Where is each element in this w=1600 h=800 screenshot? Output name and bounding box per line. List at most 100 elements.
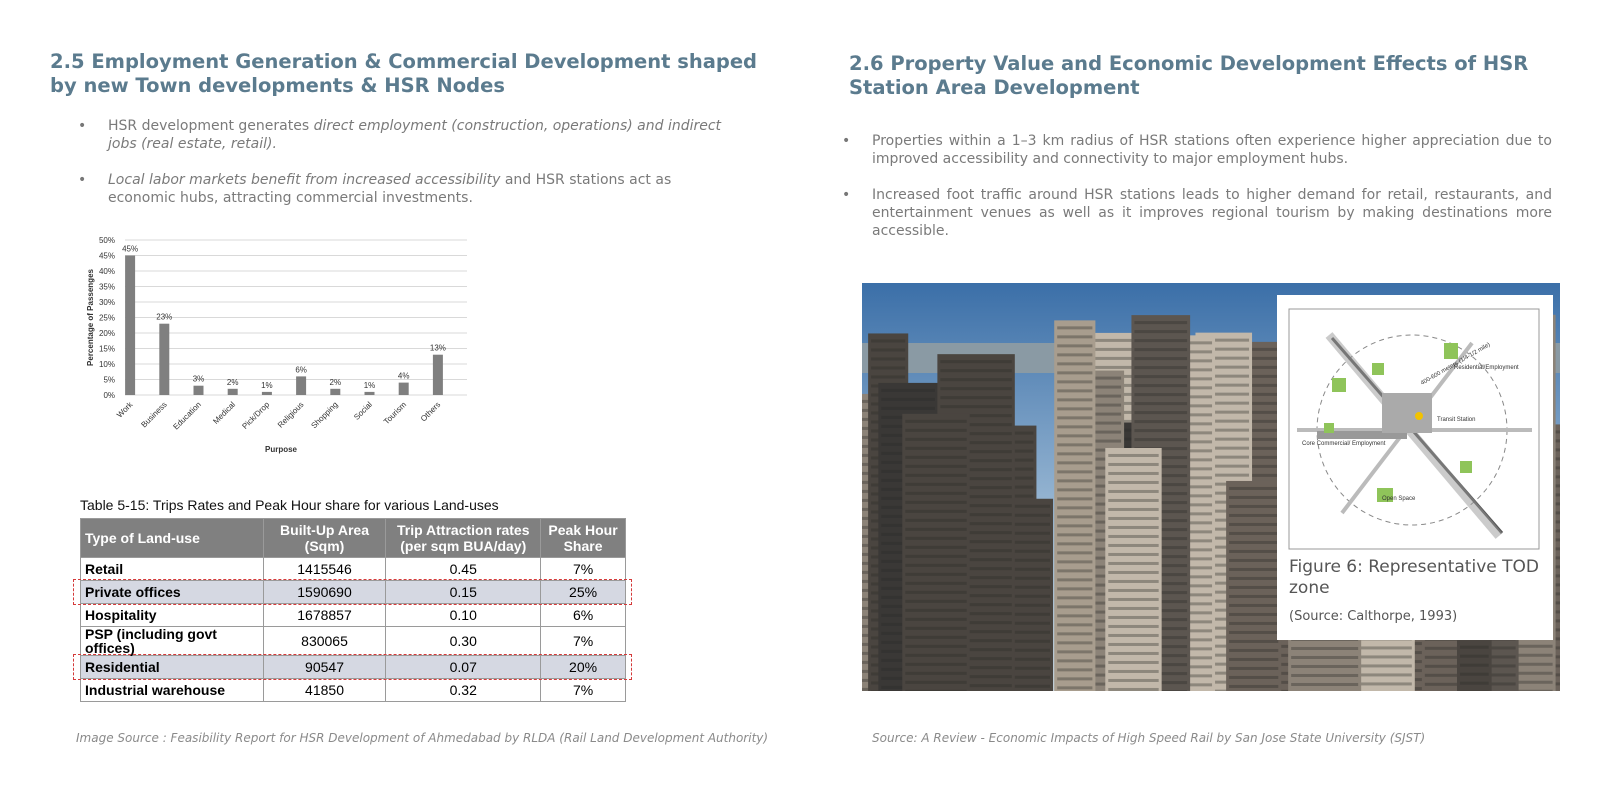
- windows: [940, 549, 1012, 553]
- building: [1226, 480, 1282, 691]
- windows: [1424, 682, 1482, 686]
- windows: [1512, 653, 1553, 657]
- windows: [1010, 540, 1051, 544]
- bullet-text: and HSR stations act as economic hubs, a…: [108, 172, 672, 206]
- left-bullets: HSR development generates direct employm…: [78, 117, 730, 225]
- windows: [1057, 596, 1093, 600]
- windows: [1108, 633, 1159, 637]
- table-cell: 90547: [262, 655, 387, 679]
- windows: [1229, 486, 1279, 490]
- windows: [1108, 660, 1159, 664]
- y-tick-label: 15%: [99, 345, 115, 354]
- windows: [1236, 383, 1290, 387]
- windows: [1057, 353, 1093, 357]
- windows: [905, 464, 967, 468]
- windows: [905, 581, 967, 585]
- y-tick-label: 25%: [99, 314, 115, 323]
- building: [1105, 447, 1162, 691]
- windows: [1093, 421, 1122, 425]
- bullet-text: HSR development generates: [108, 118, 314, 134]
- windows: [1010, 549, 1051, 553]
- windows: [1093, 403, 1122, 407]
- x-tick-label: Religious: [276, 400, 306, 430]
- windows: [940, 684, 1012, 688]
- right-title: 2.6 Property Value and Economic Developm…: [849, 52, 1529, 99]
- windows: [871, 339, 906, 343]
- windows: [1108, 498, 1159, 502]
- x-tick-label: Shopping: [309, 400, 339, 430]
- windows: [1057, 326, 1093, 330]
- windows: [881, 397, 935, 401]
- windows: [905, 662, 967, 666]
- windows: [905, 482, 967, 486]
- windows: [1057, 407, 1093, 411]
- y-tick-label: 40%: [99, 267, 115, 276]
- windows: [1057, 578, 1093, 582]
- windows: [940, 468, 1012, 472]
- y-tick-label: 30%: [99, 298, 115, 307]
- windows: [1459, 672, 1489, 676]
- windows: [905, 428, 967, 432]
- x-tick-label: Medical: [211, 400, 237, 426]
- windows: [1229, 558, 1279, 562]
- windows: [1229, 684, 1279, 688]
- windows: [905, 572, 967, 576]
- windows: [1057, 641, 1093, 645]
- windows: [1229, 603, 1279, 607]
- tod-diagram: [1297, 332, 1532, 539]
- windows: [1001, 458, 1034, 462]
- windows: [1360, 646, 1412, 650]
- header-cell: Built-Up Area (Sqm): [262, 518, 387, 558]
- windows: [1108, 543, 1159, 547]
- windows: [1198, 536, 1250, 540]
- header-cell: Peak Hour Share: [540, 518, 626, 558]
- building: [1007, 498, 1054, 691]
- bar: [159, 323, 170, 395]
- windows: [1424, 655, 1482, 659]
- value-label: 13%: [430, 344, 446, 353]
- windows: [871, 375, 906, 379]
- windows: [1108, 480, 1159, 484]
- bar: [432, 354, 443, 395]
- windows: [905, 635, 967, 639]
- value-label: 2%: [227, 378, 239, 387]
- windows: [1057, 380, 1093, 384]
- windows: [1108, 588, 1159, 592]
- windows: [881, 406, 935, 410]
- windows: [1001, 494, 1034, 498]
- windows: [1459, 645, 1489, 649]
- windows: [1134, 339, 1188, 343]
- windows: [1010, 513, 1051, 517]
- windows: [1229, 657, 1279, 661]
- windows: [1057, 344, 1093, 348]
- windows: [1010, 504, 1051, 508]
- windows: [1236, 410, 1290, 414]
- windows: [940, 450, 1012, 454]
- windows: [1198, 464, 1250, 468]
- windows: [905, 617, 967, 621]
- windows: [1134, 384, 1188, 388]
- windows: [940, 648, 1012, 652]
- windows: [1093, 439, 1122, 443]
- windows: [1229, 621, 1279, 625]
- windows: [1108, 453, 1159, 457]
- table-row: Industrial warehouse 41850 0.32 7%: [80, 678, 626, 702]
- windows: [1236, 437, 1290, 441]
- windows: [1108, 597, 1159, 601]
- value-label: 3%: [193, 375, 205, 384]
- table-cell: 1678857: [262, 603, 387, 627]
- windows: [1010, 630, 1051, 634]
- windows: [1424, 646, 1482, 650]
- windows: [1198, 437, 1250, 441]
- windows: [1236, 401, 1290, 405]
- windows: [1424, 673, 1482, 677]
- bullet: Increased foot traffic around HSR statio…: [842, 186, 1552, 240]
- windows: [1360, 673, 1412, 677]
- windows: [905, 689, 967, 691]
- windows: [1134, 330, 1188, 334]
- windows: [1057, 362, 1093, 366]
- table-cell: 0.15: [385, 580, 542, 604]
- windows: [1010, 666, 1051, 670]
